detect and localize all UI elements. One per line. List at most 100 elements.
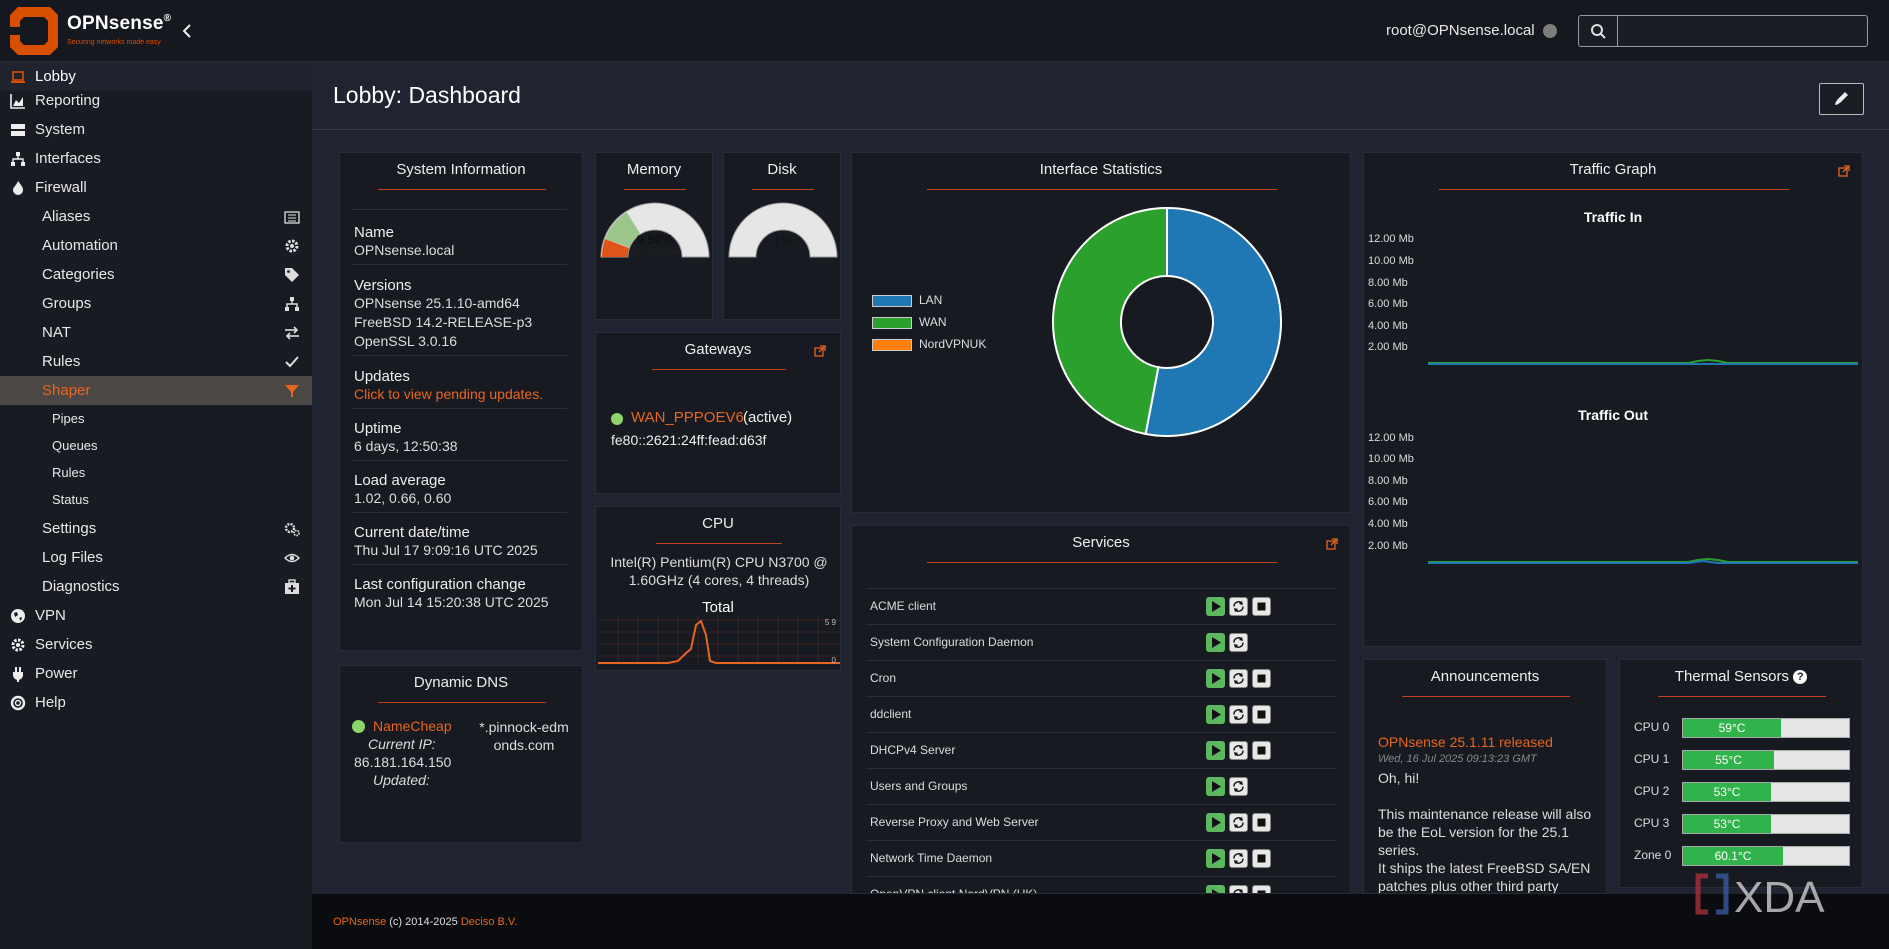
footer-product-link[interactable]: OPNsense	[333, 916, 387, 928]
sidebar-item-queues[interactable]: Queues	[0, 432, 312, 459]
service-start-button[interactable]	[1206, 597, 1225, 616]
service-start-button[interactable]	[1206, 777, 1225, 796]
external-link-icon[interactable]	[814, 345, 826, 357]
traffic-out-title: Traffic Out	[1577, 407, 1648, 423]
sensor-bar-fill: 53°C	[1683, 783, 1771, 801]
widget-title: Dynamic DNS	[413, 674, 509, 691]
service-restart-button[interactable]	[1229, 669, 1248, 688]
traffic-in-title: Traffic In	[1583, 209, 1643, 225]
announcement-headline-link[interactable]: OPNsense 25.1.11 released	[1378, 734, 1553, 750]
service-restart-button[interactable]	[1229, 813, 1248, 832]
service-start-button[interactable]	[1206, 849, 1225, 868]
sidebar-collapse-button[interactable]	[180, 18, 200, 44]
sidebar-item-system[interactable]: System	[0, 115, 312, 144]
legend-label: LAN	[919, 293, 943, 307]
announcement-body: This maintenance release will also be th…	[1378, 806, 1592, 858]
sidebar-item-shaper[interactable]: Shaper	[0, 376, 312, 405]
pending-updates-link[interactable]: Click to view pending updates.	[354, 386, 544, 402]
service-restart-button[interactable]	[1229, 885, 1248, 893]
edit-dashboard-button[interactable]	[1819, 83, 1864, 115]
service-stop-button[interactable]	[1252, 597, 1271, 616]
service-stop-button[interactable]	[1252, 741, 1271, 760]
sidebar-item-groups[interactable]: Groups	[0, 289, 312, 318]
service-row: ddclient	[866, 696, 1336, 732]
status-indicator-icon[interactable]	[1543, 24, 1557, 38]
search-input[interactable]	[1617, 15, 1868, 47]
sidebar-item-rules[interactable]: Rules	[0, 347, 312, 376]
service-start-button[interactable]	[1206, 705, 1225, 724]
sidebar-item-vpn[interactable]: VPN	[0, 601, 312, 630]
legend-item-wan[interactable]: WAN	[872, 313, 992, 333]
sidebar-item-interfaces[interactable]: Interfaces	[0, 144, 312, 173]
service-stop-button[interactable]	[1252, 669, 1271, 688]
service-start-button[interactable]	[1206, 885, 1225, 893]
play-icon	[1212, 637, 1221, 648]
service-name: ACME client	[870, 599, 937, 613]
service-restart-button[interactable]	[1229, 705, 1248, 724]
donut-slice-wan[interactable]	[1052, 207, 1168, 436]
sidebar-item-aliases[interactable]: Aliases	[0, 202, 312, 231]
service-start-button[interactable]	[1206, 669, 1225, 688]
thermal-sensor-row: CPU 3 53°C	[1634, 812, 1854, 836]
traffic-in-y-tick: 10.00 Mb	[1368, 255, 1414, 267]
legend-item-lan[interactable]: LAN	[872, 291, 992, 311]
current-ip-label: Current IP:	[368, 736, 436, 752]
brand-name: OPNsense®	[67, 13, 172, 34]
service-restart-button[interactable]	[1229, 849, 1248, 868]
service-restart-button[interactable]	[1229, 777, 1248, 796]
service-restart-button[interactable]	[1229, 741, 1248, 760]
service-restart-button[interactable]	[1229, 633, 1248, 652]
sidebar-item-status[interactable]: Status	[0, 486, 312, 513]
sidebar-item-nat[interactable]: NAT	[0, 318, 312, 347]
sidebar-item-services[interactable]: Services	[0, 630, 312, 659]
sidebar-item-power[interactable]: Power	[0, 659, 312, 688]
dyndns-provider-link[interactable]: NameCheap	[373, 718, 452, 734]
refresh-icon	[1233, 601, 1244, 612]
search-button[interactable]	[1578, 15, 1618, 47]
traffic-out-y-tick: 2.00 Mb	[1368, 540, 1408, 552]
user-menu[interactable]: root@OPNsense.local	[1386, 22, 1535, 39]
sidebar-item-diagnostics[interactable]: Diagnostics	[0, 572, 312, 601]
dynamic-dns-widget: Dynamic DNS NameCheap *.pinnock-edmonds.…	[339, 665, 583, 843]
footer-company-link[interactable]: Deciso B.V.	[460, 916, 518, 928]
sidebar-item-categories[interactable]: Categories	[0, 260, 312, 289]
traffic-in-y-tick: 6.00 Mb	[1368, 298, 1408, 310]
service-stop-button[interactable]	[1252, 885, 1271, 893]
row-divider	[352, 512, 567, 513]
service-restart-button[interactable]	[1229, 597, 1248, 616]
gateway-name-link[interactable]: WAN_PPPOEV6	[631, 409, 744, 426]
service-stop-button[interactable]	[1252, 705, 1271, 724]
name-value: OPNsense.local	[354, 242, 455, 258]
refresh-icon	[1233, 781, 1244, 792]
external-link-icon[interactable]	[1838, 165, 1850, 177]
title-underline	[927, 562, 1277, 563]
server-icon	[11, 124, 25, 136]
gateways-widget: Gateways WAN_PPPOEV6 (active) fe80::2621…	[595, 332, 841, 494]
legend-item-nordvpnuk[interactable]: NordVPNUK	[872, 335, 1012, 355]
sidebar-item-shaper-rules[interactable]: Rules	[0, 459, 312, 486]
sidebar-item-firewall[interactable]: Firewall	[0, 173, 312, 202]
refresh-icon	[1233, 637, 1244, 648]
donut-slice-lan[interactable]	[1144, 207, 1282, 437]
external-link-icon[interactable]	[1326, 538, 1338, 550]
sidebar-item-automation[interactable]: Automation	[0, 231, 312, 260]
service-row: Reverse Proxy and Web Server	[866, 804, 1336, 840]
sidebar-item-help[interactable]: Help	[0, 688, 312, 717]
service-start-button[interactable]	[1206, 633, 1225, 652]
xda-watermark: XDA	[1695, 873, 1825, 922]
sidebar-item-pipes[interactable]: Pipes	[0, 405, 312, 432]
service-start-button[interactable]	[1206, 741, 1225, 760]
sidebar-item-settings[interactable]: Settings	[0, 514, 312, 543]
sidebar-item-reporting[interactable]: Reporting	[0, 86, 312, 115]
service-stop-button[interactable]	[1252, 813, 1271, 832]
chevron-left-icon	[182, 24, 191, 38]
sidebar-item-lobby[interactable]: Lobby	[0, 62, 312, 91]
title-underline	[752, 189, 814, 190]
help-icon[interactable]: ?	[1793, 670, 1808, 684]
service-stop-button[interactable]	[1252, 849, 1271, 868]
opnsense-logo[interactable]: OPNsense® Securing networks made easy	[10, 7, 180, 55]
memory-gauge: 9.50% (766 / 8059) MB	[600, 202, 710, 258]
legend-swatch-wan	[872, 317, 912, 329]
service-start-button[interactable]	[1206, 813, 1225, 832]
sidebar-item-log-files[interactable]: Log Files	[0, 543, 312, 572]
